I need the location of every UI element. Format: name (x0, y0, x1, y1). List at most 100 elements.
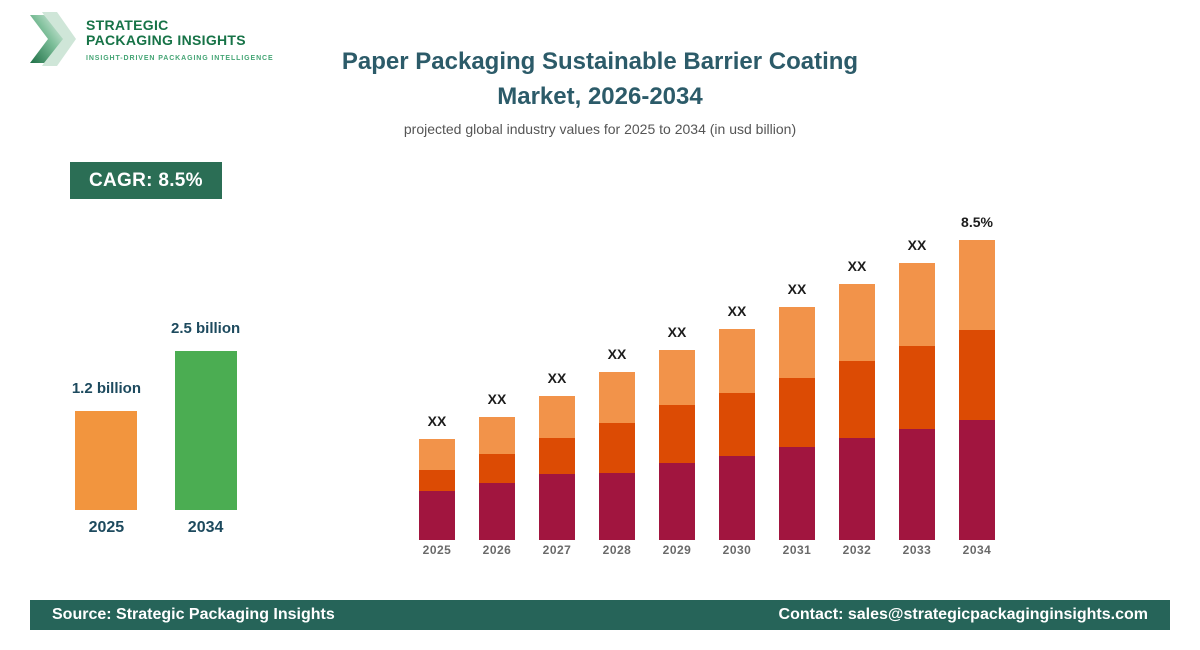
summary-year-label: 2025 (88, 519, 125, 536)
logo-text: STRATEGIC PACKAGING INSIGHTS INSIGHT-DRI… (86, 10, 274, 63)
footer-contact: Contact: sales@strategicpackaginginsight… (778, 606, 1148, 623)
stacked-year-label: 2030 (722, 543, 752, 557)
stacked-bar-column: XX 2031 (779, 200, 815, 557)
stacked-bar-area: XX (839, 200, 875, 540)
summary-year-label: 2034 (187, 519, 224, 536)
summary-bar (75, 411, 138, 510)
stacked-bar-value-label: XX (907, 237, 927, 253)
stacked-bar-value-label: XX (727, 303, 747, 319)
bar-segment-segment-middle (779, 378, 815, 447)
stacked-bar-column: XX 2026 (479, 200, 515, 557)
bar-segment-segment-top (719, 329, 755, 393)
summary-bar-value-label: 2.5 billion (171, 320, 241, 337)
stacked-bar-column: XX 2033 (899, 200, 935, 557)
stacked-year-label: 2028 (602, 543, 632, 557)
stacked-bar-area: XX (419, 200, 455, 540)
summary-bar-column: 1.2 billion 2025 (72, 320, 141, 537)
stacked-bar-column: XX 2032 (839, 200, 875, 557)
logo: STRATEGIC PACKAGING INSIGHTS INSIGHT-DRI… (30, 10, 274, 68)
bar-segment-segment-bottom (599, 473, 635, 540)
stacked-year-label: 2032 (842, 543, 872, 557)
stacked-bar-column: XX 2028 (599, 200, 635, 557)
stacked-year-label: 2031 (782, 543, 812, 557)
stacked-bar-value-label: XX (847, 258, 867, 274)
logo-line-1: STRATEGIC (86, 17, 169, 33)
stacked-bar (479, 417, 515, 540)
stacked-year-label: 2029 (662, 543, 692, 557)
stacked-year-label: 2025 (422, 543, 452, 557)
stacked-bar-area: XX (899, 200, 935, 540)
stacked-year-label: 2034 (962, 543, 992, 557)
title-line-2: Market, 2026-2034 (497, 83, 703, 110)
bar-segment-segment-bottom (899, 429, 935, 540)
stacked-year-label: 2033 (902, 543, 932, 557)
bar-segment-segment-middle (599, 423, 635, 473)
bar-segment-segment-middle (479, 454, 515, 483)
stacked-bar-column: XX 2025 (419, 200, 455, 557)
stacked-bar (539, 396, 575, 540)
bar-segment-segment-bottom (719, 456, 755, 540)
bar-segment-segment-middle (899, 346, 935, 429)
stacked-bar-area: XX (659, 200, 695, 540)
bar-segment-segment-top (959, 240, 995, 330)
bar-segment-segment-top (899, 263, 935, 346)
bar-segment-segment-bottom (839, 438, 875, 540)
stacked-bar-column: XX 2029 (659, 200, 695, 557)
stacked-bar-column: XX 2027 (539, 200, 575, 557)
stacked-bar (659, 350, 695, 540)
stacked-bar-area: XX (539, 200, 575, 540)
stacked-bar (599, 372, 635, 540)
bar-segment-segment-middle (539, 438, 575, 474)
bar-segment-segment-bottom (959, 420, 995, 540)
summary-bar (174, 351, 237, 510)
bar-segment-segment-top (599, 372, 635, 423)
bar-segment-segment-bottom (779, 447, 815, 540)
bar-segment-segment-top (659, 350, 695, 405)
stacked-bar-area: XX (719, 200, 755, 540)
logo-line-2: PACKAGING INSIGHTS (86, 32, 246, 48)
stacked-bar-area: 8.5% (959, 200, 995, 540)
footer-bar: Source: Strategic Packaging Insights Con… (30, 600, 1170, 630)
logo-tagline: INSIGHT-DRIVEN PACKAGING INTELLIGENCE (86, 55, 274, 62)
bar-segment-segment-middle (719, 393, 755, 456)
stacked-bar-area: XX (779, 200, 815, 540)
stacked-bar-column: 8.5% 2034 (959, 200, 995, 557)
stacked-year-label: 2027 (542, 543, 572, 557)
bar-segment-segment-bottom (659, 463, 695, 540)
stacked-bar-area: XX (599, 200, 635, 540)
stacked-bar (419, 439, 455, 540)
header: Paper Packaging Sustainable Barrier Coat… (240, 44, 960, 137)
bar-segment-segment-middle (959, 330, 995, 420)
bar-segment-segment-bottom (539, 474, 575, 540)
stacked-bar (779, 307, 815, 540)
stacked-bar-value-label: 8.5% (961, 214, 993, 230)
bar-segment-segment-middle (839, 361, 875, 438)
stacked-bar-area: XX (479, 200, 515, 540)
page-subtitle: projected global industry values for 202… (403, 121, 797, 137)
bar-segment-segment-top (479, 417, 515, 454)
stacked-bar-value-label: XX (787, 281, 807, 297)
stacked-bar (959, 240, 995, 540)
chevron-logo-icon (30, 12, 76, 66)
summary-bar-column: 2.5 billion 2034 (171, 320, 240, 537)
footer-source: Source: Strategic Packaging Insights (52, 606, 335, 623)
bar-segment-segment-top (779, 307, 815, 378)
summary-bar-value-label: 1.2 billion (71, 380, 141, 397)
stacked-bar-value-label: XX (667, 324, 687, 340)
stacked-bar-value-label: XX (427, 413, 447, 429)
cagr-badge: CAGR: 8.5% (70, 162, 222, 199)
bar-segment-segment-top (839, 284, 875, 361)
bar-segment-segment-bottom (479, 483, 515, 540)
stacked-bar-value-label: XX (547, 370, 567, 386)
title-line-1: Paper Packaging Sustainable Barrier Coat… (341, 48, 859, 75)
bar-segment-segment-top (419, 439, 455, 470)
stacked-bar (839, 284, 875, 540)
bar-segment-segment-middle (419, 470, 455, 491)
stacked-bar-value-label: XX (487, 391, 507, 407)
bar-segment-segment-bottom (419, 491, 455, 540)
stacked-bar (899, 263, 935, 540)
stacked-bar-chart: XX 2025 XX 2026 XX 2027 XX 2028 XX 2029 XX 2030 XX 20… (419, 200, 995, 557)
summary-bar-chart: 1.2 billion 2025 2.5 billion 2034 (70, 320, 242, 537)
stacked-bar (719, 329, 755, 540)
